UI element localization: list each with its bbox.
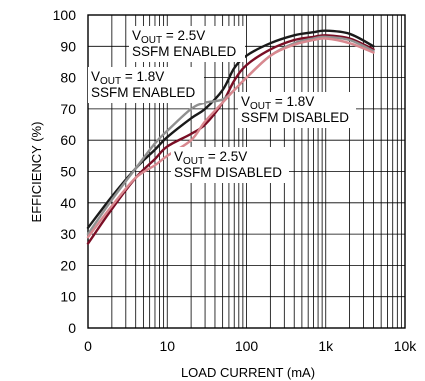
y-tick-label: 0 — [68, 320, 76, 336]
annotation-line-2: SSFM DISABLED — [174, 165, 282, 180]
y-tick-label: 80 — [60, 70, 76, 86]
y-tick-label: 90 — [60, 38, 76, 54]
x-tick-label: 1k — [318, 338, 334, 354]
annotation-background — [129, 26, 245, 62]
annotation-background — [238, 92, 356, 128]
annotation-line-1: VOUT = 1.8V — [241, 94, 314, 112]
y-axis-label: EFFICIENCY (%) — [29, 122, 44, 223]
x-axis-label: LOAD CURRENT (mA) — [181, 365, 315, 380]
y-tick-label: 40 — [60, 195, 76, 211]
y-tick-label: 60 — [60, 132, 76, 148]
annotation-background — [171, 147, 289, 183]
x-tick-label: 100 — [235, 338, 259, 354]
series-line-3 — [86, 35, 375, 236]
x-tick-label: 10 — [159, 338, 175, 354]
x-tick-label: 0 — [84, 338, 92, 354]
y-tick-label: 50 — [60, 164, 76, 180]
y-tick-label: 70 — [60, 101, 76, 117]
annotation-line-1: VOUT = 2.5V — [174, 149, 247, 167]
plot-frame — [87, 14, 406, 329]
annotation-background — [88, 67, 204, 103]
annotation-line-1: VOUT = 2.5V — [132, 28, 205, 46]
series-line-2 — [86, 34, 375, 245]
annotation-line-2: SSFM ENABLED — [132, 44, 237, 59]
annotation-line-1: VOUT = 1.8V — [91, 69, 164, 87]
y-tick-label: 10 — [60, 289, 76, 305]
tick-labels: 0 10 20 30 40 50 60 70 80 90 100 0 10 100 1k 10k — [53, 7, 418, 354]
x-tick-label: 10k — [394, 338, 418, 354]
series-line-4 — [86, 37, 375, 239]
annotation-line-2: SSFM DISABLED — [241, 110, 349, 125]
y-tick-label: 100 — [53, 7, 77, 23]
y-tick-label: 30 — [60, 226, 76, 242]
annotation-line-2: SSFM ENABLED — [91, 85, 196, 100]
y-tick-label: 20 — [60, 257, 76, 273]
series-lines — [86, 29, 375, 245]
series-line-1 — [86, 29, 375, 229]
